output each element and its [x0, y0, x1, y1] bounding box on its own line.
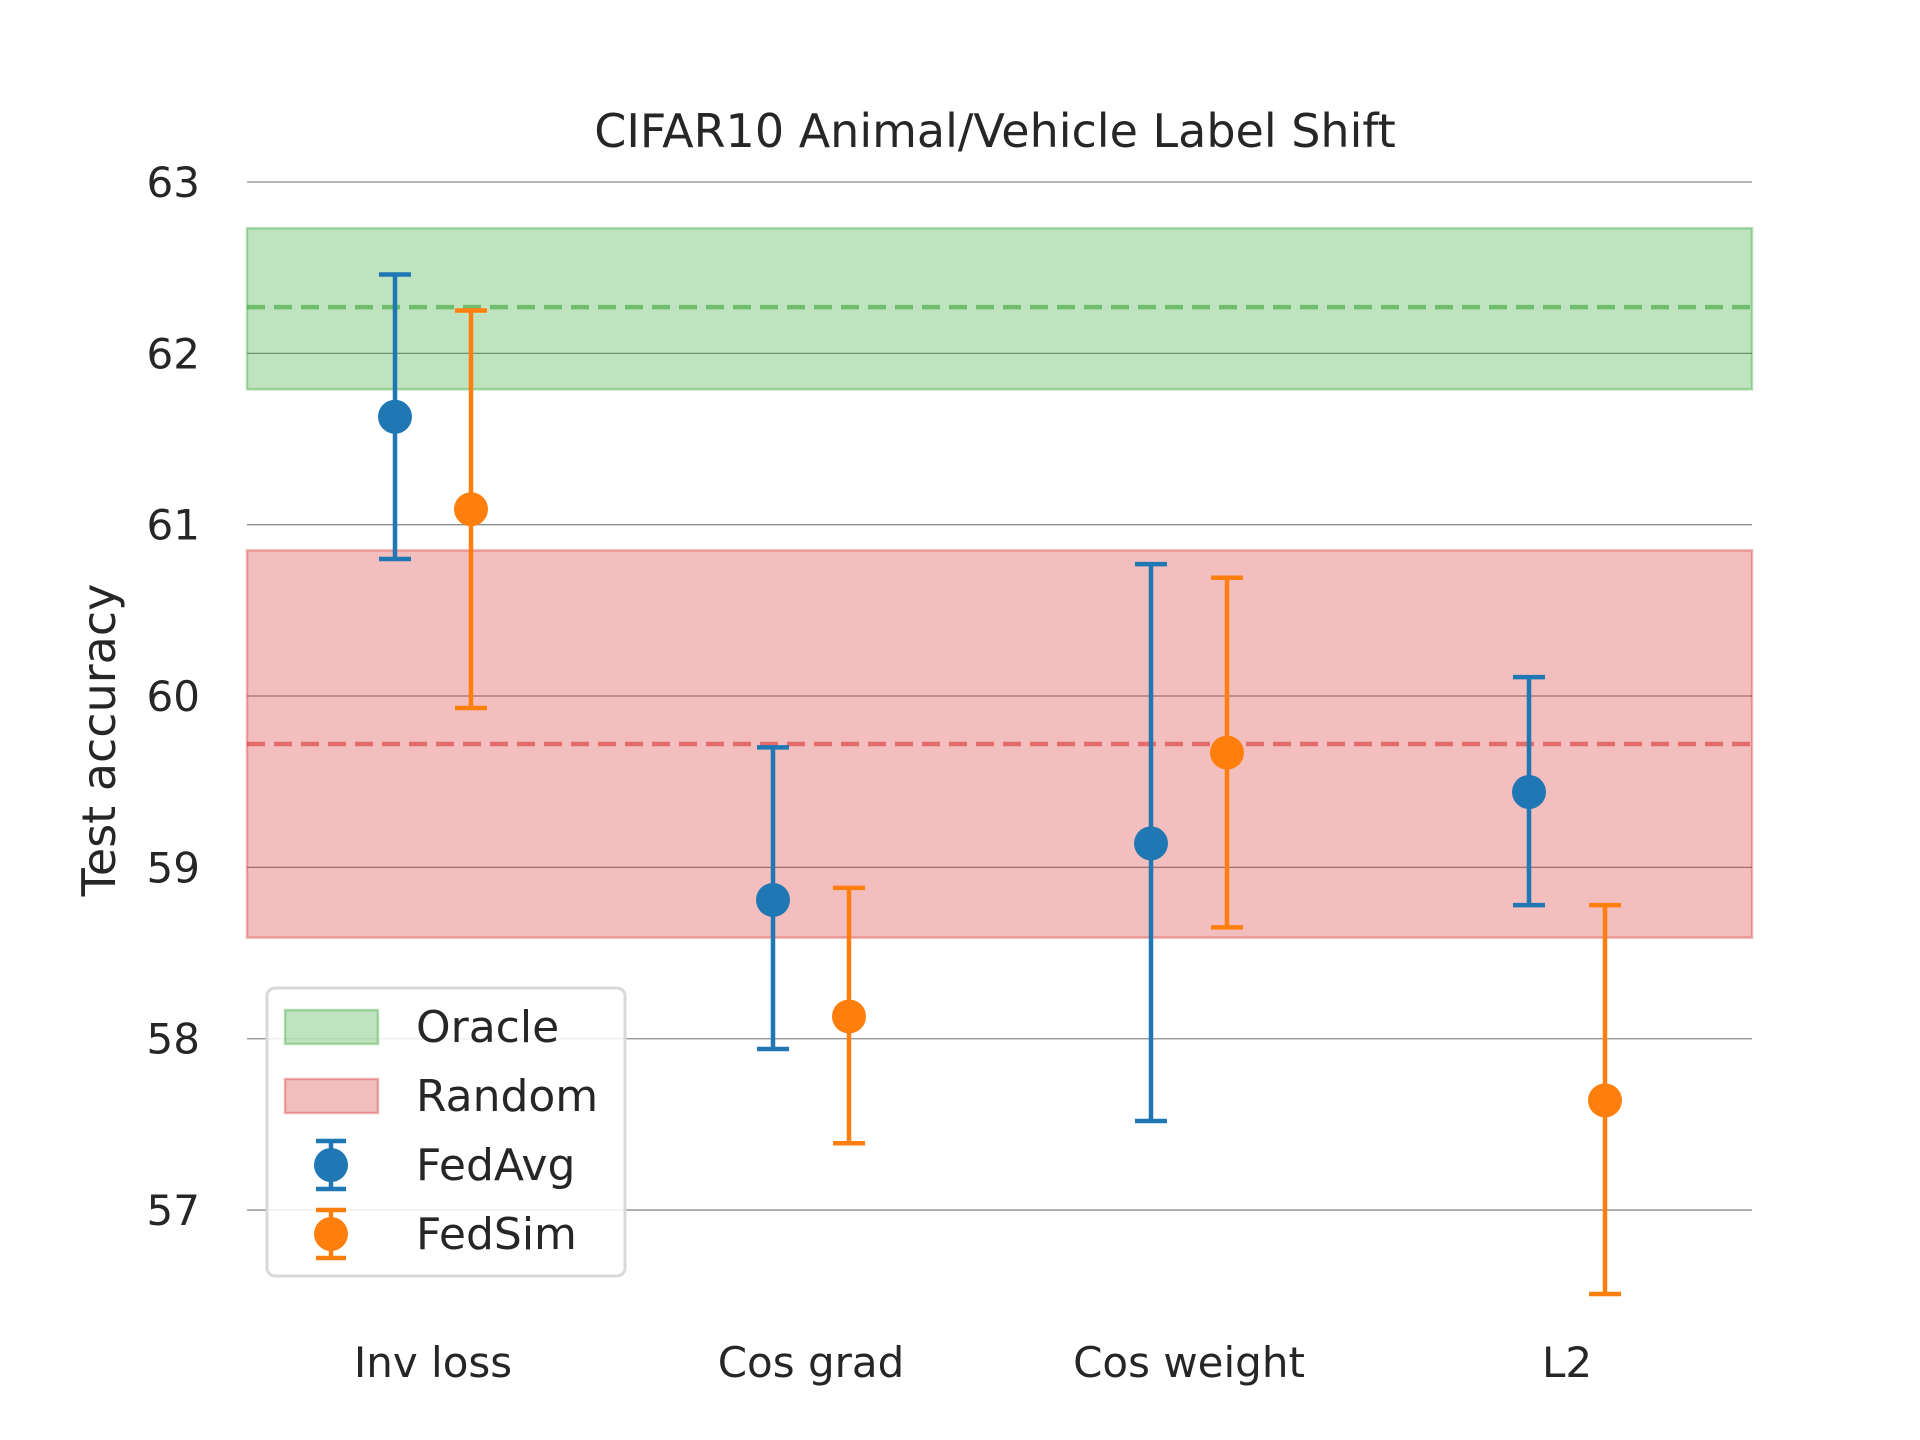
fedavg-point-group [1134, 561, 1168, 1124]
y-axis-label: Test accuracy [72, 584, 126, 898]
legend-swatch-oracle [283, 1008, 380, 1046]
x-tick-label: Cos weight [1073, 1338, 1305, 1387]
fedsim-point [832, 999, 866, 1034]
legend-label-fedavg: FedAvg [416, 1140, 575, 1191]
legend-marker-fedavg [314, 1148, 348, 1182]
fedsim-point [454, 492, 488, 527]
y-tick-label: 60 [147, 672, 200, 721]
x-tick-label: Cos grad [718, 1338, 905, 1387]
tick-labels: 57 58 59 60 61 62 63 Inv loss Cos grad Cos weight… [147, 158, 1593, 1387]
fedsim-point [1588, 1083, 1622, 1118]
y-tick-label: 59 [147, 843, 200, 892]
legend-label-random: Random [416, 1071, 598, 1122]
fedsim-point [1210, 735, 1244, 770]
fedsim-point-group [1588, 902, 1622, 1297]
fedsim-point-group [454, 308, 488, 711]
data-marks [378, 272, 1622, 1297]
fedavg-point [1512, 774, 1546, 809]
legend-label-oracle: Oracle [416, 1002, 559, 1053]
y-tick-label: 62 [147, 329, 200, 378]
x-tick-label: L2 [1542, 1338, 1592, 1387]
legend-swatch-random [283, 1077, 380, 1115]
fedavg-point [756, 882, 790, 917]
y-tick-label: 57 [147, 1186, 200, 1235]
legend: Oracle Random FedAvg FedSim [265, 986, 627, 1278]
fedsim-point-group [1210, 575, 1244, 930]
legend-marker-fedsim [314, 1217, 348, 1251]
chart-title: CIFAR10 Animal/Vehicle Label Shift [594, 104, 1396, 158]
fedavg-point [1134, 826, 1168, 861]
fedavg-point-group [1512, 674, 1546, 908]
y-tick-label: 63 [147, 158, 200, 207]
fedavg-point [378, 399, 412, 434]
band-layer [245, 227, 1754, 939]
fedsim-point-group [832, 885, 866, 1146]
y-tick-label: 58 [147, 1015, 200, 1064]
x-tick-label: Inv loss [354, 1338, 512, 1387]
fedavg-point-group [378, 272, 412, 562]
legend-label-fedsim: FedSim [416, 1209, 577, 1260]
y-tick-label: 61 [147, 501, 200, 550]
fedavg-point-group [756, 745, 790, 1052]
legend-frame [265, 986, 627, 1278]
